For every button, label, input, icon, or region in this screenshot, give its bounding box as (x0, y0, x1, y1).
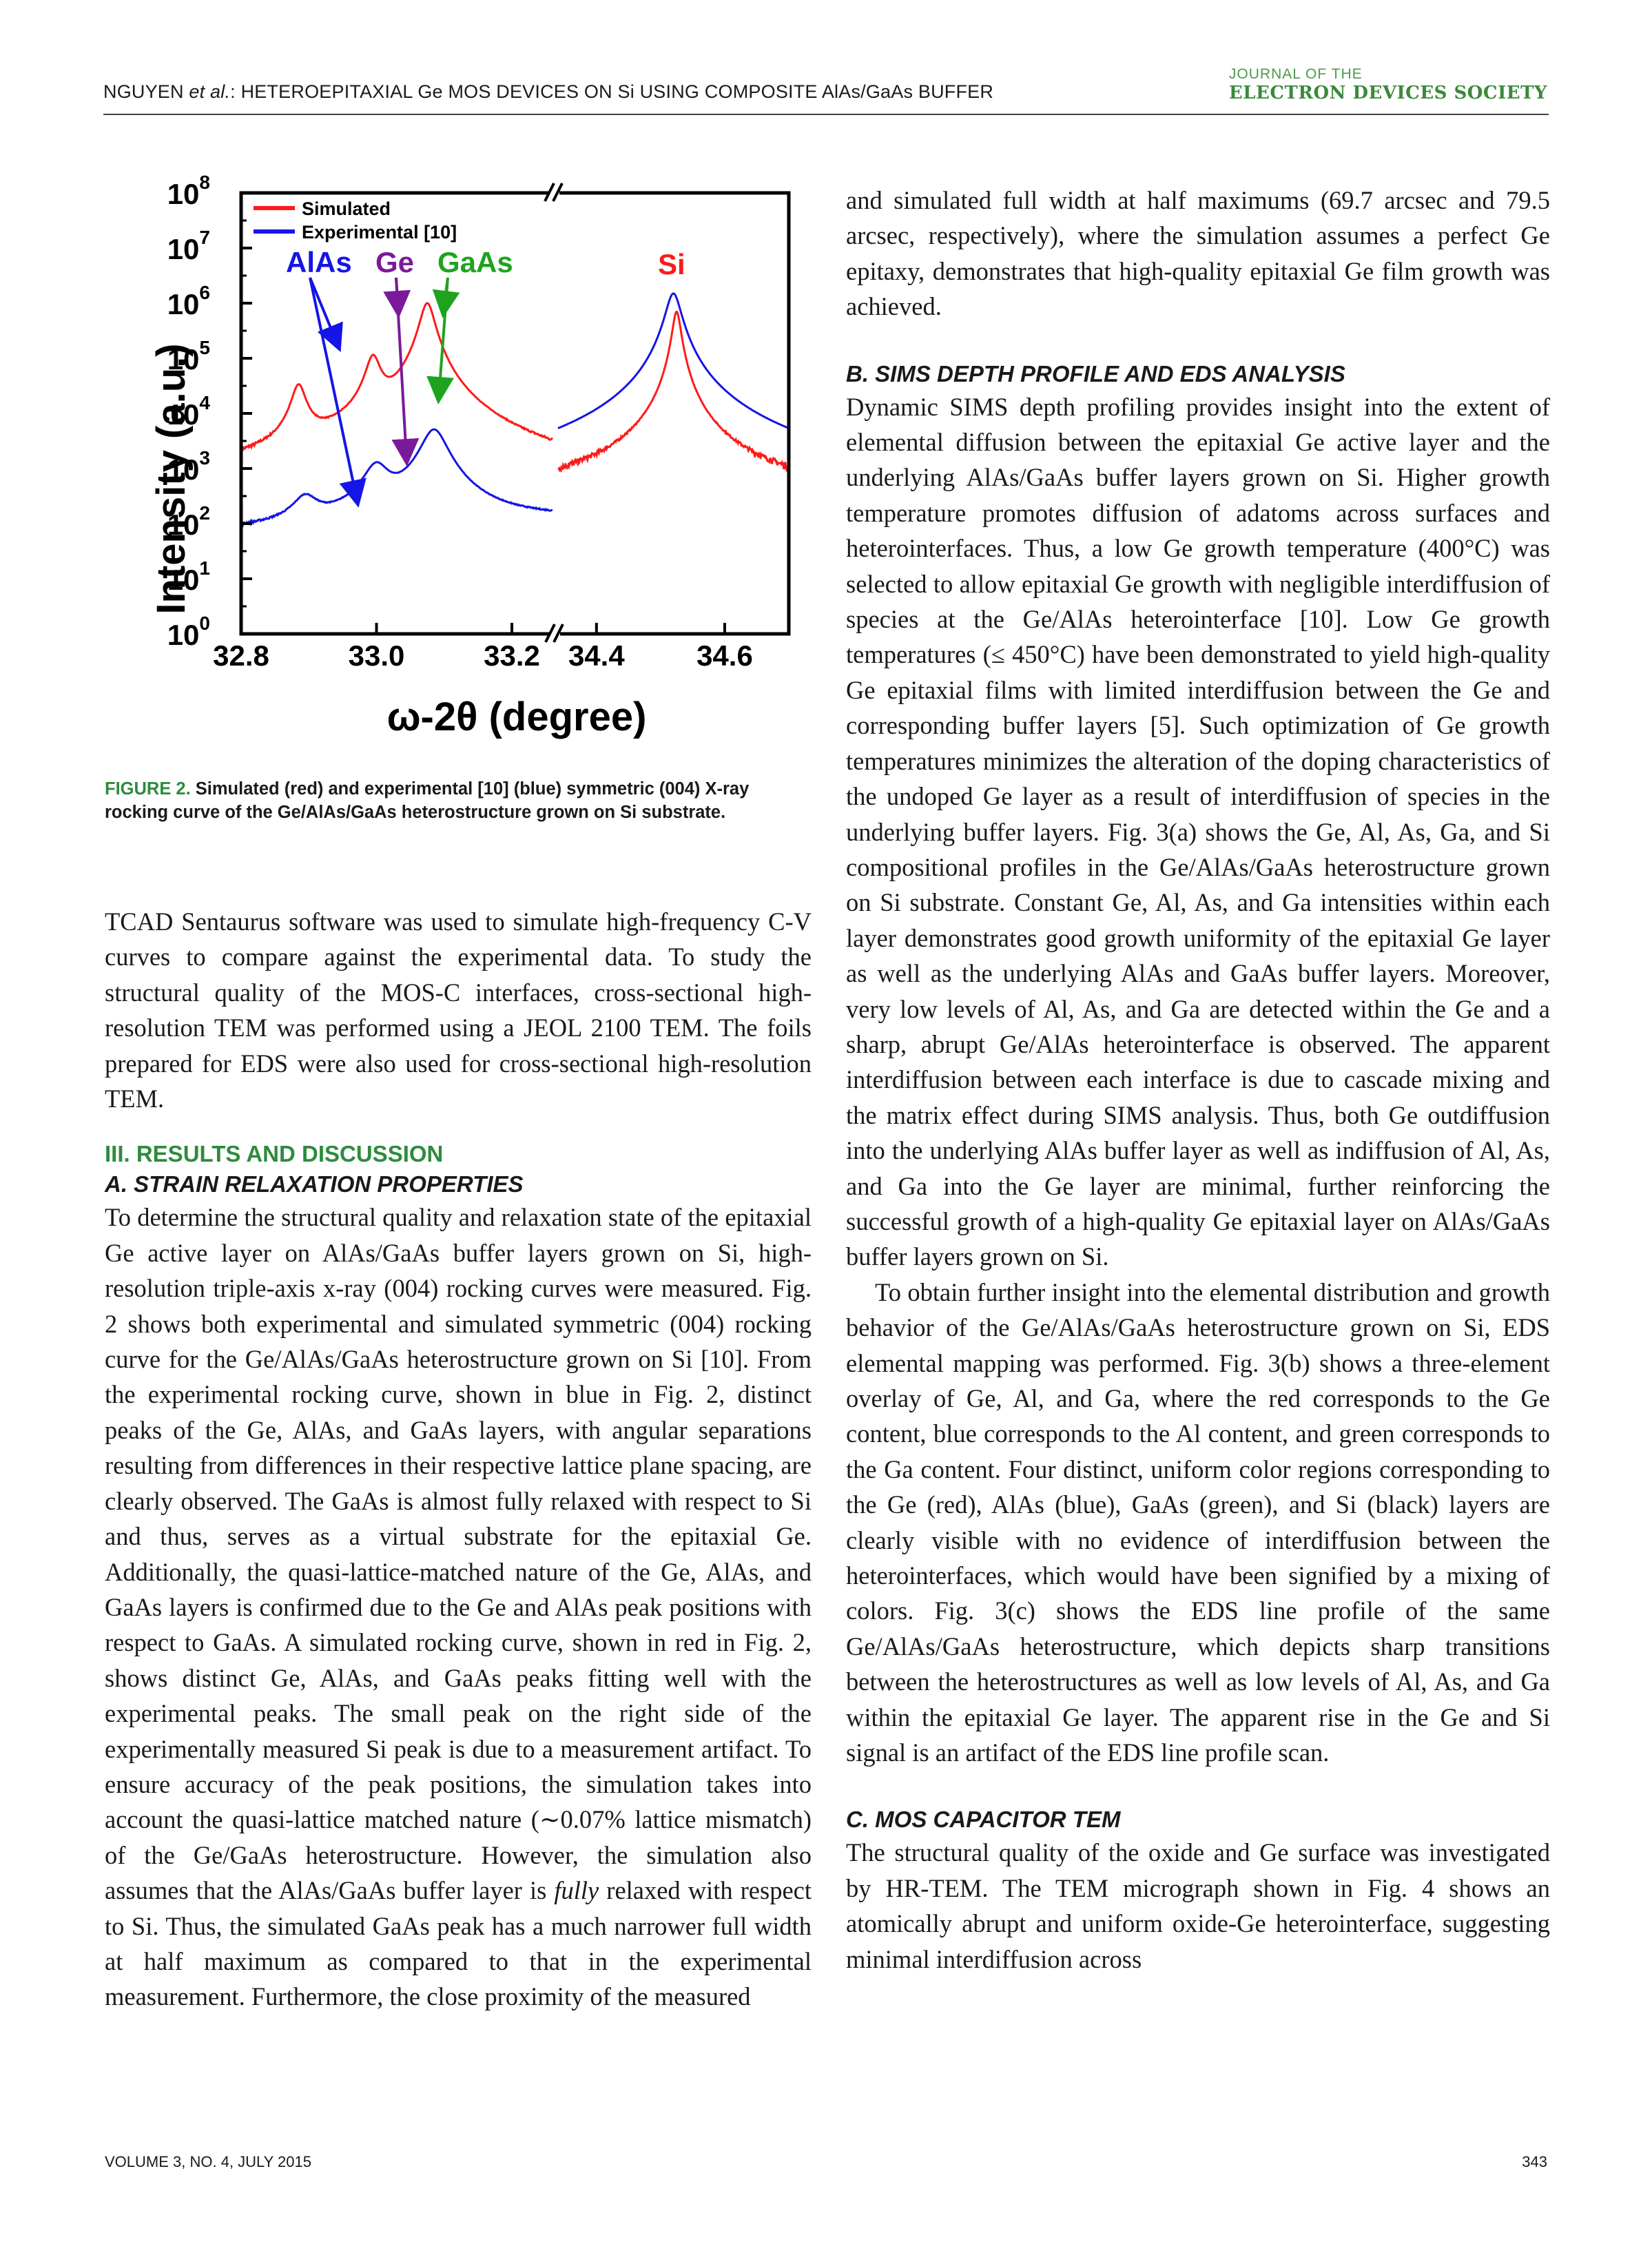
series-line-simulated (241, 302, 554, 452)
x-tick-label: 32.8 (213, 639, 269, 672)
journal-logo: JOURNAL OF THE ELECTRON DEVICES SOCIETY (1229, 66, 1547, 103)
annotation-alas: AlAs (286, 246, 352, 278)
y-tick-exponent: 0 (199, 613, 210, 634)
y-tick-exponent: 8 (199, 172, 210, 193)
footer-volume: VOLUME 3, NO. 4, JULY 2015 (105, 2153, 311, 2170)
legend-label-experimental: Experimental [10] (302, 222, 457, 243)
series-line-experimental (241, 428, 553, 528)
annotation-ge: Ge (375, 246, 414, 278)
annotation-si: Si (658, 248, 685, 280)
journal-logo-top: JOURNAL OF THE (1228, 66, 1363, 82)
y-tick-label: 100 (167, 613, 210, 651)
peak-annotations: AlAs Ge GaAs Si (286, 246, 685, 508)
subsection-heading-sims: B. SIMS DEPTH PROFILE AND EDS ANALYSIS (846, 360, 1345, 387)
figure-caption-text: Simulated (red) and experimental [10] (b… (105, 779, 750, 822)
paragraph-strain-italic: fully (554, 1876, 599, 1905)
header-rule (103, 114, 1549, 115)
running-head: NGUYEN et al.: HETEROEPITAXIAL Ge MOS DE… (103, 81, 993, 103)
y-tick-exponent: 2 (199, 502, 210, 524)
spacer (846, 325, 1550, 359)
plot-series (241, 292, 789, 528)
x-tick-label: 33.0 (349, 639, 405, 672)
right-column: and simulated full width at half maximum… (846, 183, 1550, 1977)
y-tick-label: 108 (167, 172, 210, 210)
y-tick-exponent: 6 (199, 282, 210, 303)
y-tick-label: 107 (167, 227, 210, 265)
arrow-gaas-sim (432, 277, 460, 318)
y-tick-label: 106 (167, 282, 210, 320)
x-axis-label: ω-2θ (degree) (387, 695, 647, 739)
paragraph-tem: The structural quality of the oxide and … (846, 1838, 1550, 1973)
annotation-gaas: GaAs (437, 246, 513, 278)
paragraph-eds: To obtain further insight into the eleme… (846, 1277, 1550, 1767)
journal-logo-bottom: ELECTRON DEVICES SOCIETY (1228, 83, 1547, 103)
y-tick-exponent: 4 (199, 392, 210, 413)
paragraph-sims: Dynamic SIMS depth profiling provides in… (846, 392, 1550, 1271)
figure-caption-label: FIGURE 2. (105, 779, 191, 799)
running-head-etal: et al. (189, 81, 231, 102)
left-column: TCAD Sentaurus software was used to simu… (105, 904, 812, 2015)
figure-2: 100 101 102 103 104 105 106 107 108 32.8 33.0 33.2… (103, 165, 823, 758)
figure-caption: FIGURE 2. Simulated (red) and experiment… (105, 777, 811, 824)
y-tick-exponent: 3 (199, 447, 210, 469)
arrow-ge-exp (391, 277, 420, 466)
arrow-alas-sim (309, 277, 343, 353)
arrow-alas-exp (309, 277, 366, 508)
x-tick-label: 33.2 (484, 639, 540, 672)
series-line-experimental (557, 292, 789, 429)
y-tick-exponent: 5 (199, 337, 210, 358)
x-tick-label: 34.4 (568, 639, 625, 672)
y-tick-exponent: 7 (199, 227, 210, 248)
paragraph-tcad: TCAD Sentaurus software was used to simu… (105, 907, 812, 1113)
section-heading-results: III. RESULTS AND DISCUSSION (105, 1141, 444, 1167)
legend-label-simulated: Simulated (302, 198, 391, 219)
paragraph-strain-part2: relaxed with respect to Si. Thus, the si… (105, 1876, 812, 2011)
spacer (846, 1770, 1550, 1804)
y-tick-exponent: 1 (199, 557, 210, 579)
series-line-simulated (557, 310, 789, 474)
x-axis-ticks: 32.8 33.0 33.2 34.4 34.6 (213, 623, 753, 672)
paragraph-strain-part1: To determine the structural quality and … (105, 1203, 812, 1905)
running-head-author: NGUYEN (103, 81, 189, 102)
subsection-heading-tem: C. MOS CAPACITOR TEM (846, 1807, 1121, 1833)
running-head-title: : HETEROEPITAXIAL Ge MOS DEVICES ON Si U… (230, 81, 994, 102)
paragraph-fwhm: and simulated full width at half maximum… (846, 186, 1550, 321)
subsection-heading-strain: A. STRAIN RELAXATION PROPERTIES (105, 1171, 524, 1197)
legend: Simulated Experimental [10] (254, 198, 457, 243)
y-axis-label: Intensity (a.u.) (149, 343, 194, 614)
axis-break-marks (544, 183, 564, 644)
paragraph-strain: To determine the structural quality and … (105, 1200, 812, 2014)
footer-page-number: 343 (1522, 2153, 1547, 2170)
x-tick-label: 34.6 (696, 639, 753, 672)
